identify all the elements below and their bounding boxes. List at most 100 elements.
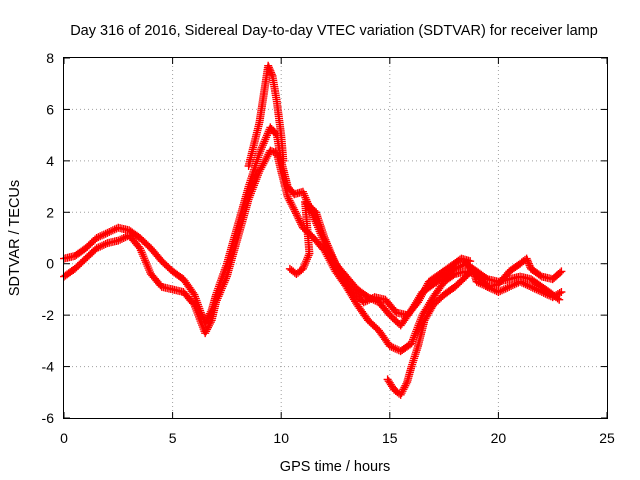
data-point (287, 200, 296, 209)
data-point (496, 287, 505, 296)
data-points (60, 61, 566, 399)
data-point (201, 329, 210, 338)
data-point (479, 281, 488, 290)
data-point (426, 306, 435, 314)
data-point (327, 250, 336, 259)
data-point (296, 218, 305, 227)
data-point (110, 225, 119, 234)
data-point (294, 214, 303, 223)
data-point (427, 304, 436, 313)
x-tick-label: 25 (599, 430, 615, 446)
data-point (285, 196, 294, 205)
data-point (555, 295, 564, 304)
data-point (264, 61, 273, 70)
data-point (323, 239, 332, 248)
data-point (286, 198, 295, 207)
data-point (519, 279, 528, 288)
x-axis-label: GPS time / hours (280, 459, 390, 475)
data-point (508, 281, 517, 290)
x-tick-label: 15 (382, 430, 398, 446)
data-point (539, 288, 548, 297)
data-point (536, 287, 545, 296)
data-point (557, 267, 566, 276)
data-point (494, 288, 503, 296)
data-point (557, 288, 566, 296)
data-point (291, 209, 300, 218)
data-point (401, 381, 410, 390)
data-point (398, 387, 407, 396)
data-point (322, 237, 331, 246)
data-point (332, 261, 341, 270)
data-point (103, 228, 112, 237)
data-point (98, 231, 107, 240)
y-tick-label: 8 (46, 50, 54, 66)
data-point (337, 270, 346, 279)
y-tick-label: -6 (42, 410, 55, 426)
data-point (516, 277, 525, 286)
data-point (279, 156, 288, 165)
data-point (524, 258, 533, 266)
data-point (295, 216, 304, 225)
data-point (189, 288, 198, 297)
data-point (424, 309, 433, 318)
data-point (105, 228, 114, 236)
data-point (264, 63, 273, 72)
data-point (523, 256, 532, 265)
data-point (303, 253, 312, 262)
data-point (321, 235, 330, 244)
data-point (361, 297, 370, 306)
data-point (99, 230, 108, 239)
data-point (359, 298, 368, 307)
data-point (298, 264, 307, 273)
chart-title: Day 316 of 2016, Sidereal Day-to-day VTE… (70, 23, 598, 39)
data-point (267, 68, 276, 77)
data-point (526, 282, 535, 291)
data-point (478, 280, 487, 289)
data-point (420, 316, 429, 325)
data-point (299, 262, 308, 271)
data-point (524, 259, 533, 268)
data-point (288, 202, 297, 211)
data-point (534, 286, 543, 295)
data-point (522, 254, 531, 263)
data-point (400, 383, 409, 392)
data-point (101, 229, 110, 238)
data-point (521, 280, 530, 289)
y-tick-label: 2 (46, 204, 54, 220)
y-tick-label: 0 (46, 256, 54, 272)
data-point (267, 70, 276, 79)
data-point (94, 243, 103, 252)
data-point (523, 281, 532, 290)
data-point (541, 289, 550, 298)
data-point (331, 259, 340, 268)
data-point (329, 254, 338, 263)
data-point (499, 285, 508, 294)
data-point (530, 284, 539, 293)
data-point (555, 289, 564, 298)
data-point (114, 236, 123, 245)
data-point (119, 234, 128, 242)
data-point (292, 211, 301, 220)
data-point (326, 247, 335, 256)
data-point (543, 290, 552, 299)
data-point (399, 385, 408, 394)
data-point (335, 267, 344, 276)
data-point (99, 240, 108, 249)
data-point (325, 245, 334, 254)
data-point (328, 252, 337, 261)
data-point (107, 227, 116, 236)
data-point (301, 259, 310, 268)
data-point (363, 296, 372, 305)
data-point (512, 279, 521, 288)
x-tick-label: 5 (169, 430, 177, 446)
grid (64, 58, 607, 418)
data-point (474, 278, 483, 287)
data-point (466, 257, 475, 266)
data-point (203, 323, 212, 332)
data-point (96, 242, 105, 251)
data-point (366, 294, 375, 303)
data-point (302, 257, 311, 266)
data-point (476, 279, 485, 288)
data-point (385, 342, 394, 350)
